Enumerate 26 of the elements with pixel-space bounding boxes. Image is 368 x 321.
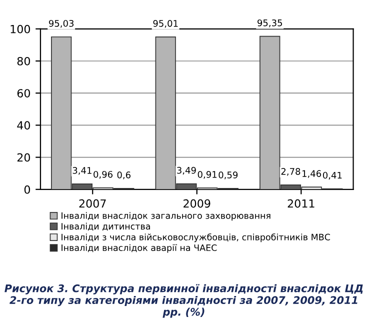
data-label: 0,96 (94, 170, 113, 179)
data-label: 0,6 (117, 172, 131, 180)
y-tick-label: 100 (10, 24, 30, 34)
text: Рисунок 3. Структура первинної інвалідності внаслідок ЦД 2-го типу за категоріями інвалідності за 2007, 2009, 2011 рр. (%) (4, 284, 363, 318)
data-label: 0,59 (218, 172, 238, 180)
data-label: 95,03 (48, 20, 74, 28)
y-tick-label: 40 (17, 121, 30, 130)
x-tick-label: 2011 (288, 199, 314, 208)
legend-label: Інваліди внаслідок аварії на ЧАЕС (62, 244, 217, 253)
y-tick-label: 80 (17, 56, 30, 66)
legend-label: Інваліди з числа військовослужбовців, співробітників МВС (62, 233, 330, 242)
data-label: 3,41 (72, 167, 92, 175)
y-tick-label: 20 (17, 153, 30, 162)
data-label: 2,78 (281, 168, 300, 176)
legend-label: Інваліди внаслідок загального захворювання (62, 212, 270, 221)
legend-label: Інваліди дитинства (62, 222, 150, 231)
data-label: 0,41 (322, 172, 342, 180)
data-label: 0,91 (198, 171, 217, 179)
y-tick-label: 60 (17, 89, 30, 98)
data-label: 3,49 (177, 166, 196, 175)
x-tick-label: 2007 (79, 199, 106, 208)
data-label: 95,01 (153, 20, 178, 28)
data-label: 95,35 (258, 19, 282, 28)
x-tick-label: 2009 (184, 199, 210, 208)
y-tick-label: 0 (24, 185, 30, 194)
data-label: 1,46 (302, 170, 322, 178)
